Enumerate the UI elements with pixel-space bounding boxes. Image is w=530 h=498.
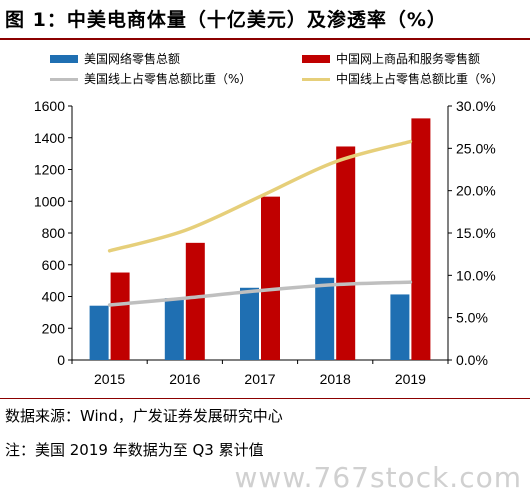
y-tick-label-left: 1000: [34, 193, 65, 209]
legend-swatch-us-bar: [50, 55, 78, 63]
bar-2016-s1: [185, 242, 205, 360]
legend-label-us-line: 美国线上占零售总额比重（%）: [84, 72, 252, 86]
legend: 美国网络零售总额 中国网上商品和服务零售额 美国线上占零售总额比重（%） 中国线…: [0, 48, 530, 92]
watermark: www.767stock.com: [234, 461, 522, 494]
source-note: 数据来源：Wind，广发证券发展研究中心: [5, 407, 283, 425]
y-tick-label-left: 400: [42, 289, 66, 305]
bar-2019-s1: [411, 118, 431, 360]
legend-label-us-bar: 美国网络零售总额: [84, 52, 181, 66]
y-tick-label-right: 25.0%: [456, 140, 496, 156]
y-tick-label-right: 0.0%: [456, 352, 488, 368]
y-tick-label-left: 800: [42, 225, 66, 241]
bar-2017-s1: [261, 196, 280, 360]
chart-canvas: 0 200 400 600 800 1000 1200 1400 1600 0.0% 5.0% 10.…: [34, 98, 496, 387]
y-tick-label-right: 30.0%: [456, 98, 496, 114]
chart-title: 图 1：中美电商体量（十亿美元）及渗透率（%）: [5, 9, 447, 31]
x-tick-label: 2015: [94, 371, 125, 387]
footer-divider: [0, 398, 530, 399]
bar-2015-s0: [89, 305, 109, 360]
x-tick-label: 2018: [320, 371, 351, 387]
y-tick-label-right: 5.0%: [456, 310, 488, 326]
y-tick-label-left: 1200: [34, 162, 65, 178]
y-tick-label-left: 0: [57, 352, 65, 368]
legend-swatch-us-line: [50, 78, 78, 81]
legend-swatch-cn-bar: [302, 55, 330, 63]
legend-swatch-cn-line: [302, 78, 330, 81]
bar-2019-s0: [390, 294, 410, 360]
y-tick-label-left: 600: [42, 257, 66, 273]
legend-label-cn-line: 中国线上占零售总额比重（%）: [336, 72, 504, 86]
bar-2015-s1: [110, 272, 130, 360]
y-tick-label-right: 15.0%: [456, 225, 496, 241]
bar-2016-s0: [164, 298, 184, 360]
y-tick-label-right: 10.0%: [456, 267, 496, 283]
bar-2018-s0: [315, 277, 335, 360]
bar-2017-s0: [240, 287, 259, 360]
x-tick-label: 2016: [169, 371, 200, 387]
y-tick-label-left: 1400: [34, 130, 65, 146]
series-line-0: [107, 280, 413, 307]
bar-2018-s1: [336, 146, 356, 360]
title-divider: [0, 38, 530, 40]
y-tick-label-left: 1600: [34, 98, 65, 114]
x-tick-label: 2017: [244, 371, 275, 387]
legend-label-cn-bar: 中国网上商品和服务零售额: [336, 52, 481, 66]
y-tick-label-right: 20.0%: [456, 183, 496, 199]
series-line-1: [107, 139, 413, 253]
footnote: 注：美国 2019 年数据为至 Q3 累计值: [5, 441, 264, 459]
x-tick-label: 2019: [395, 371, 426, 387]
y-tick-label-left: 200: [42, 320, 66, 336]
